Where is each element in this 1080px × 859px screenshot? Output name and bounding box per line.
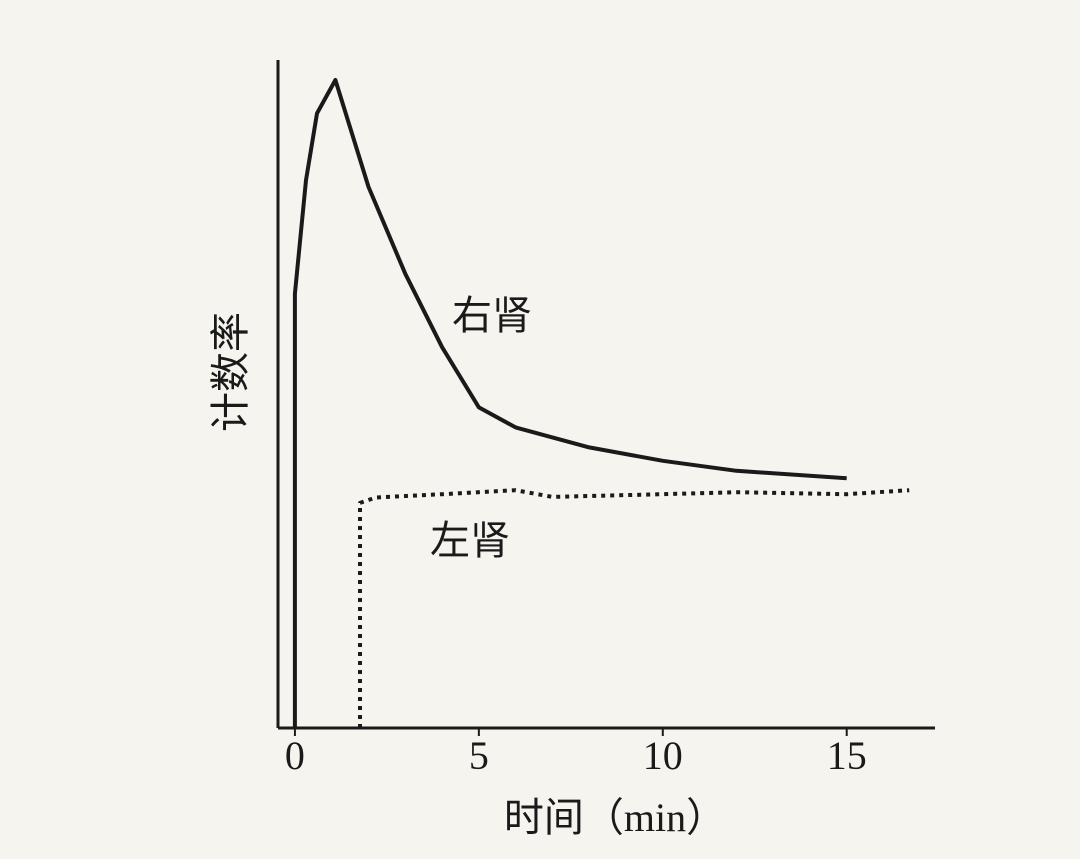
- x-tick-label: 0: [285, 733, 305, 778]
- series-label: 右肾: [452, 293, 532, 338]
- x-tick-label: 10: [643, 733, 683, 778]
- series-line: [358, 488, 910, 728]
- y-axis-label: 计数率: [208, 312, 253, 432]
- x-tick-label: 5: [469, 733, 489, 778]
- series-line: [292, 78, 847, 728]
- x-tick-label: 15: [827, 733, 867, 778]
- series-label: 左肾: [430, 518, 510, 563]
- x-axis-label: 时间（min）: [504, 795, 726, 840]
